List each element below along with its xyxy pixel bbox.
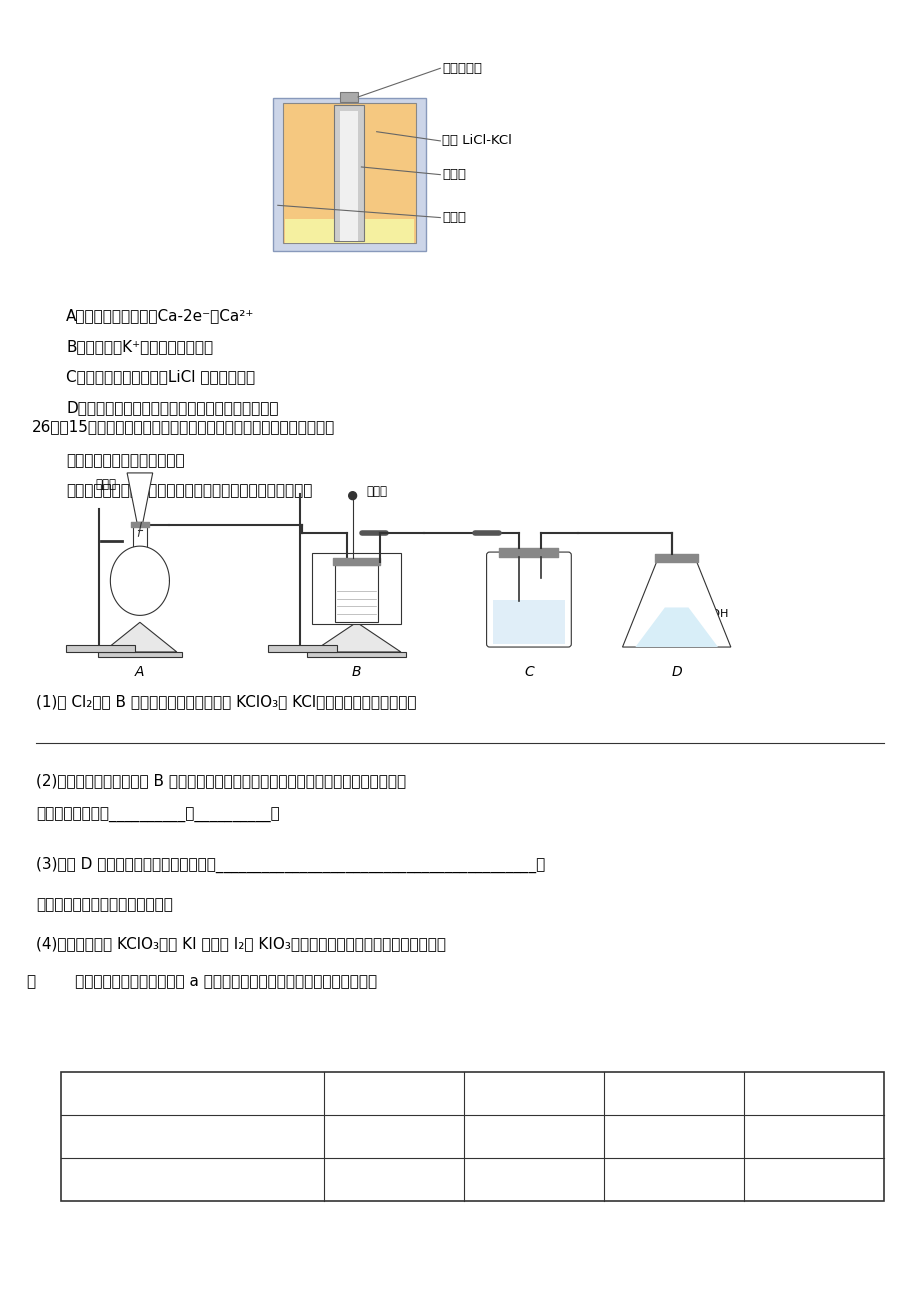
Text: 无水 LiCl-KCl: 无水 LiCl-KCl — [442, 134, 512, 147]
Text: 硫酸铅电极: 硫酸铅电极 — [442, 61, 482, 74]
Text: 钙电极: 钙电极 — [442, 168, 466, 181]
Circle shape — [348, 492, 357, 500]
Text: 电池壳: 电池壳 — [442, 211, 466, 224]
Text: 4: 4 — [808, 1086, 817, 1101]
Text: 水: 水 — [525, 611, 532, 624]
Text: 30%KOH: 30%KOH — [335, 578, 380, 587]
Text: 1.0: 1.0 — [382, 1129, 405, 1144]
Polygon shape — [103, 622, 176, 652]
Text: 1.0: 1.0 — [662, 1129, 685, 1144]
Text: 对        反应产物的影响，其中系列 a 实验的记录表如下（实验在室温下进行）：: 对 反应产物的影响，其中系列 a 实验的记录表如下（实验在室温下进行）： — [27, 974, 377, 990]
Polygon shape — [110, 546, 169, 616]
Polygon shape — [635, 608, 717, 647]
Text: 温度计: 温度计 — [366, 486, 387, 499]
Text: B: B — [351, 665, 361, 678]
Text: 实验二：氯酸钾碘化钾反应的探究: 实验二：氯酸钾碘化钾反应的探究 — [37, 897, 173, 911]
Text: 0.10: 0.10 — [517, 1172, 550, 1187]
Bar — [492, 599, 565, 644]
Text: 液盐酸: 液盐酸 — [96, 478, 117, 491]
Text: B．放电时，K⁺向硫酸铅电极移动: B．放电时，K⁺向硫酸铅电极移动 — [66, 339, 213, 354]
Text: 水: 水 — [391, 590, 397, 600]
Text: A: A — [135, 665, 144, 678]
Text: (1)将 Cl₂通入 B 装置中得到的含氯产物为 KClO₃和 KCl，该反应的离子方程式为: (1)将 Cl₂通入 B 装置中得到的含氯产物为 KClO₃和 KCl，该反应的… — [37, 694, 416, 710]
Bar — [98, 652, 182, 658]
Text: 26．（15分）某化学兴趣小组制取氯酸钾和氯水并进行有关探究实验。: 26．（15分）某化学兴趣小组制取氯酸钾和氯水并进行有关探究实验。 — [31, 419, 335, 434]
Text: A．负极的电极反应：Ca-2e⁻＝Ca²⁺: A．负极的电极反应：Ca-2e⁻＝Ca²⁺ — [66, 309, 255, 323]
Text: D．常温时，在正负极之间连上检流计，指针不偏转: D．常温时，在正负极之间连上检流计，指针不偏转 — [66, 400, 278, 415]
Bar — [61, 1073, 882, 1200]
Text: D: D — [671, 665, 681, 678]
Text: (4)在不同条件下 KClO₃可将 KI 氧化为 I₂或 KIO₃。该小组设计了系列实验研究反应条件: (4)在不同条件下 KClO₃可将 KI 氧化为 I₂或 KIO₃。该小组设计了… — [37, 936, 446, 952]
Text: 0.20mol•L⁻¹KI/mL: 0.20mol•L⁻¹KI/mL — [127, 1129, 258, 1144]
Text: 试管编号: 试管编号 — [175, 1086, 210, 1101]
Bar — [307, 652, 405, 658]
Bar — [66, 644, 135, 652]
Text: KClO₃（s）/g: KClO₃（s）/g — [153, 1172, 233, 1187]
Text: 实验一：制取氯酸钾和氯水。: 实验一：制取氯酸钾和氯水。 — [66, 453, 185, 469]
Text: 0.10: 0.10 — [797, 1172, 829, 1187]
Text: (3)写出 D 装置中处理尾气的离子方程式__________________________________________。: (3)写出 D 装置中处理尾气的离子方程式___________________… — [37, 857, 545, 872]
Text: 1.0: 1.0 — [801, 1129, 824, 1144]
Text: NaOH: NaOH — [696, 609, 728, 620]
Bar — [312, 553, 401, 624]
Text: C: C — [524, 665, 533, 678]
Polygon shape — [127, 473, 153, 522]
FancyBboxPatch shape — [486, 552, 571, 647]
Text: 0.10: 0.10 — [657, 1172, 689, 1187]
Text: 胶头滴管、烧杯、__________、__________。: 胶头滴管、烧杯、__________、__________。 — [37, 807, 280, 823]
Text: 0.10: 0.10 — [378, 1172, 410, 1187]
Bar — [335, 105, 364, 241]
Text: 溶液: 溶液 — [352, 590, 365, 600]
Bar — [273, 98, 425, 251]
Text: 利用如图所示的实验装置（部分夹持装置已省略）进行实验。: 利用如图所示的实验装置（部分夹持装置已省略）进行实验。 — [66, 483, 312, 499]
Text: 1.0: 1.0 — [522, 1129, 545, 1144]
Bar — [340, 111, 357, 241]
Bar — [267, 644, 336, 652]
Polygon shape — [312, 622, 401, 652]
Bar — [284, 219, 414, 243]
Text: 2: 2 — [528, 1086, 539, 1101]
Text: (2)制取实验结束后，取出 B 中试管冷却结晶、过滤洗涤。过滤时需要用到的玻璃仪器有: (2)制取实验结束后，取出 B 中试管冷却结晶、过滤洗涤。过滤时需要用到的玻璃仪… — [37, 773, 406, 788]
Bar — [282, 103, 415, 243]
Text: C．硫酸铅作正极材料，LiCl 为正极反应物: C．硫酸铅作正极材料，LiCl 为正极反应物 — [66, 370, 255, 384]
Polygon shape — [622, 561, 730, 647]
Text: 3: 3 — [668, 1086, 677, 1101]
Bar — [340, 92, 357, 102]
Text: 溶液: 溶液 — [696, 621, 709, 631]
Text: 1: 1 — [389, 1086, 398, 1101]
Bar — [335, 565, 378, 622]
Text: MnO₂: MnO₂ — [135, 581, 163, 591]
